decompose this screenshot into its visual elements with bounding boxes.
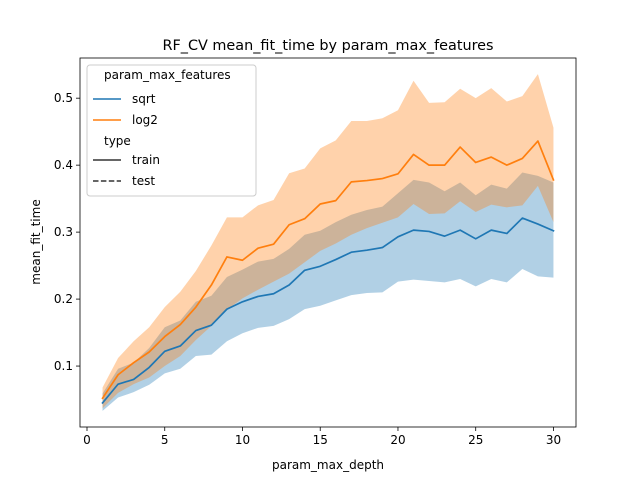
line-log2 (101, 140, 555, 400)
legend-hue-title: param_max_features (104, 68, 231, 82)
x-axis-ticks: 0 5 10 15 20 25 30 (83, 427, 561, 447)
confidence-bands (102, 74, 554, 411)
legend-label-train: train (132, 153, 160, 167)
y-axis-ticks: 0.1 0.2 0.3 0.4 0.5 (54, 91, 80, 373)
legend-label-log2: log2 (132, 113, 158, 127)
x-tick-label: 30 (546, 433, 561, 447)
x-tick-label: 15 (313, 433, 328, 447)
legend-label-test: test (132, 174, 155, 188)
y-axis-label: mean_fit_time (29, 199, 43, 284)
x-tick-label: 10 (235, 433, 250, 447)
legend-style-title: type (104, 134, 131, 148)
y-tick-label: 0.4 (54, 158, 73, 172)
y-tick-label: 0.3 (54, 225, 73, 239)
legend-label-sqrt: sqrt (132, 92, 156, 106)
plot-frame (79, 57, 577, 428)
y-tick-label: 0.5 (54, 91, 73, 105)
band-log2 (102, 74, 554, 409)
x-tick-label: 5 (161, 433, 169, 447)
series-lines (101, 140, 555, 405)
x-tick-label: 20 (390, 433, 405, 447)
line-sqrt (101, 217, 555, 405)
band-sqrt (102, 172, 554, 411)
chart-title: RF_CV mean_fit_time by param_max_feature… (162, 38, 493, 54)
x-tick-label: 25 (468, 433, 483, 447)
legend: param_max_features sqrt log2 type train … (86, 64, 257, 197)
legend-box (86, 64, 257, 197)
y-tick-label: 0.2 (54, 292, 73, 306)
x-axis-label: param_max_depth (272, 458, 384, 472)
x-tick-label: 0 (83, 433, 91, 447)
y-tick-label: 0.1 (54, 359, 73, 373)
